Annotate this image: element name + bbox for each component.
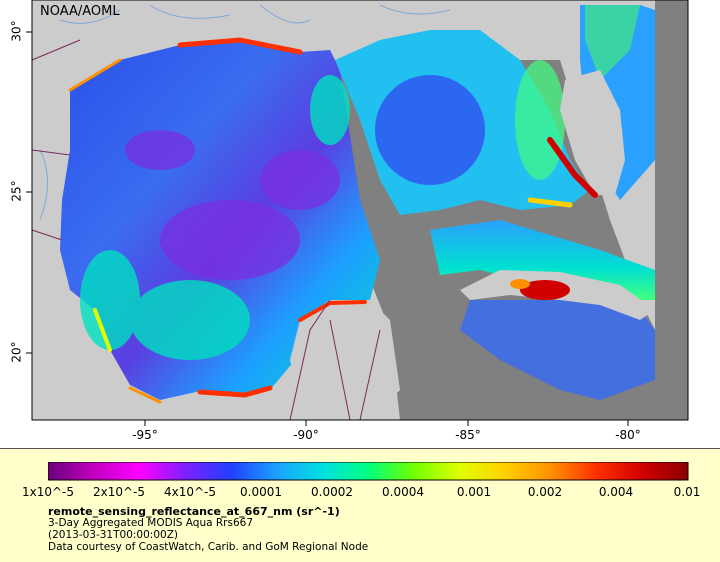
- lon-tick-80: -80°: [615, 428, 641, 442]
- caribbean-south-water: [460, 300, 655, 400]
- colorbar-label-9: 0.004: [598, 485, 634, 499]
- lat-tick-20: 20°: [9, 341, 24, 363]
- colorbar-label-2: 2x10^-5: [92, 485, 146, 499]
- lat-tick-30: 30°: [9, 20, 24, 42]
- colorbar-label-10: 0.01: [673, 485, 701, 499]
- colorbar-label-4: 0.0001: [240, 485, 282, 499]
- low-reflectance-patches: [125, 130, 340, 280]
- legend-date: (2013-03-31T00:00:00Z): [48, 529, 178, 541]
- legend-credit: Data courtesy of CoastWatch, Carib. and …: [48, 541, 369, 553]
- colorbar-label-6: 0.0004: [382, 485, 424, 499]
- legend-subtitle: 3-Day Aggregated MODIS Aqua Rrs667: [48, 517, 254, 529]
- caribbean-water: [430, 220, 655, 300]
- credit-label: NOAA/AOML: [40, 4, 120, 19]
- map-frame: [31, 0, 689, 421]
- legend-title: remote_sensing_reflectance_at_667_nm (sr…: [48, 505, 340, 518]
- political-borders: [31, 39, 381, 421]
- lat-tick-25: 25°: [9, 180, 24, 202]
- loop-current-water: [375, 75, 485, 185]
- mid-reflectance-patches: [80, 75, 350, 360]
- lon-tick-85: -85°: [455, 428, 481, 442]
- colorbar-label-5: 0.0002: [311, 485, 353, 499]
- rivers: [39, 4, 451, 221]
- yucatan-peninsula: [290, 300, 400, 420]
- florida-green-band: [515, 60, 565, 180]
- colorbar-label-1: 1x10^-5: [21, 485, 75, 499]
- lon-tick-95: -95°: [132, 428, 158, 442]
- colorbar-label-8: 0.002: [527, 485, 563, 499]
- map-view: [26, 0, 689, 426]
- colorbar-label-3: 4x10^-5: [163, 485, 217, 499]
- cuba-shelf-red: [520, 280, 570, 300]
- high-reflectance-coast: [68, 37, 598, 404]
- colorbar-label-7: 0.001: [456, 485, 492, 499]
- axis-ticks: [26, 31, 629, 426]
- colorbar: [48, 462, 689, 481]
- lon-tick-90: -90°: [293, 428, 319, 442]
- florida-peninsula: [560, 70, 625, 195]
